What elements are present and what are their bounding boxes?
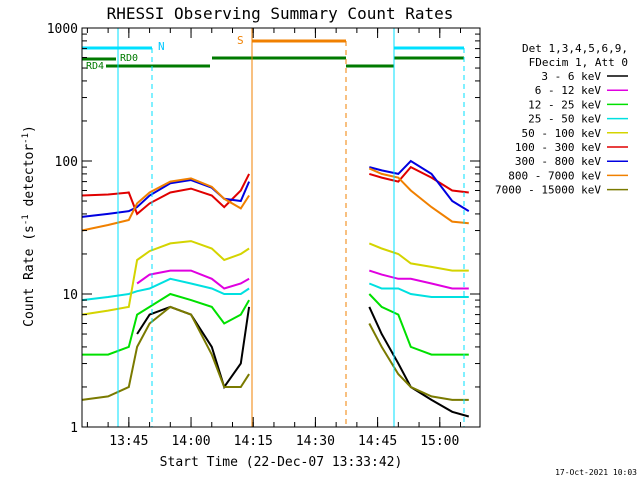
- legend-header: Det 1,3,4,5,6,9,: [522, 42, 628, 55]
- plot-frame: [81, 27, 481, 428]
- series-line-25-50-kev: [81, 277, 250, 302]
- series-line-100-300-kev: [369, 165, 469, 194]
- series-line-300-800-kev: [81, 178, 251, 218]
- series-line-7000-15000-kev: [81, 305, 250, 401]
- y-axis-label: Count Rate (s-1 detector-1): [21, 125, 37, 327]
- night-flag-label: N: [158, 40, 165, 53]
- y-tick-label: 1: [70, 421, 78, 436]
- x-axis-label: Start Time (22-Dec-07 13:33:42): [160, 455, 403, 470]
- legend-entry-label: 3 - 6 keV: [541, 70, 601, 83]
- series-line-300-800-kev: [369, 159, 470, 212]
- rd0-flag-label: RD0: [120, 53, 138, 64]
- legend: Det 1,3,4,5,6,9,FDecim 1, Att 03 - 6 keV…: [495, 42, 628, 197]
- series-line-800-7000-kev: [81, 177, 250, 232]
- chart-title: RHESSI Observing Summary Count Rates: [107, 4, 454, 23]
- x-tick-label: 13:45: [109, 434, 148, 449]
- series-line-800-7000-kev: [368, 167, 469, 225]
- axes: 1 10 100 1000 13:45 14:00 14:15 14:30 14:45 15:00: [47, 22, 480, 449]
- legend-entry-label: 12 - 25 keV: [528, 98, 601, 111]
- flag-bars: N S RD0 RD4: [82, 34, 464, 72]
- x-tick-label: 14:45: [358, 434, 397, 449]
- x-tick-label: 14:15: [234, 434, 273, 449]
- y-tick-label: 10: [62, 288, 78, 303]
- rd4-flag-label: RD4: [86, 61, 104, 72]
- y-tick-label: 100: [55, 155, 78, 170]
- legend-entry-label: 50 - 100 keV: [522, 127, 602, 140]
- series-line-50-100-kev: [81, 240, 250, 316]
- legend-entry-label: 300 - 800 keV: [515, 155, 601, 168]
- legend-entry-label: 100 - 300 keV: [515, 141, 601, 154]
- x-tick-label: 15:00: [420, 434, 459, 449]
- series-layer: [81, 159, 470, 418]
- legend-entry-label: 25 - 50 keV: [528, 113, 601, 126]
- series-line-12-25-kev: [82, 292, 250, 356]
- series-line-12-25-kev: [368, 293, 469, 356]
- legend-entry-label: 6 - 12 keV: [535, 84, 602, 97]
- series-line-25-50-kev: [368, 282, 469, 298]
- saa-flag-label: S: [237, 34, 244, 47]
- series-line-6-12-kev: [368, 269, 469, 290]
- legend-header: FDecim 1, Att 0: [529, 56, 628, 69]
- y-tick-label: 1000: [47, 22, 78, 37]
- series-line-7000-15000-kev: [368, 323, 469, 401]
- x-tick-label: 14:00: [171, 434, 210, 449]
- footer-date: 17-Oct-2021 10:03: [555, 468, 637, 477]
- series-line-50-100-kev: [368, 242, 469, 272]
- legend-entry-label: 800 - 7000 keV: [508, 169, 601, 182]
- legend-entry-label: 7000 - 15000 keV: [495, 184, 601, 197]
- series-line-6-12-kev: [136, 269, 250, 290]
- x-tick-label: 14:30: [296, 434, 335, 449]
- event-markers: [117, 28, 465, 427]
- series-line-3-6-kev: [136, 305, 251, 390]
